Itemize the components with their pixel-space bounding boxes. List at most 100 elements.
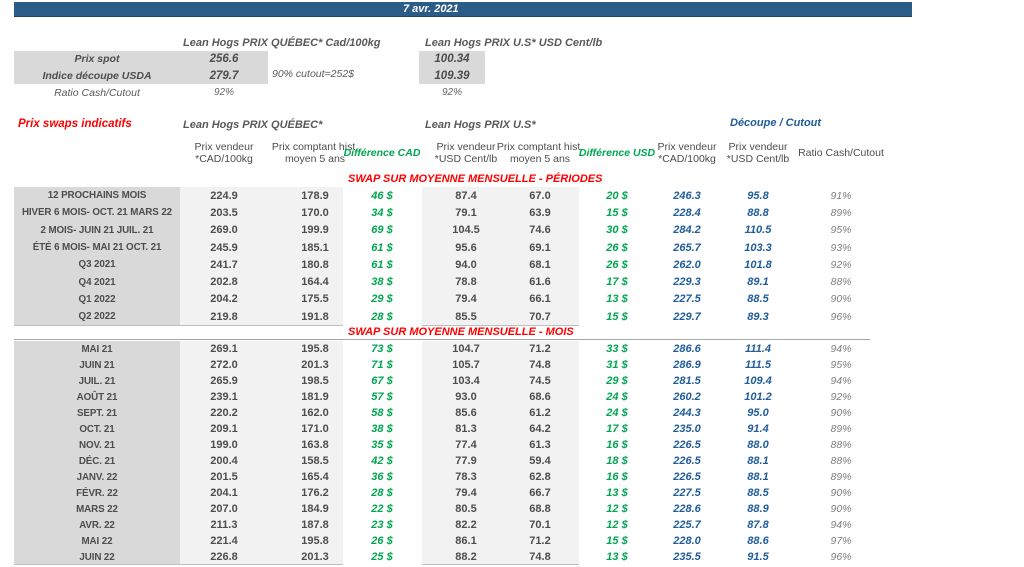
cell-value: 68.6 bbox=[529, 391, 551, 403]
cell-value: 284.2 bbox=[673, 224, 701, 237]
section-title-periodes: SWAP SUR MOYENNE MENSUELLE - PÉRIODES bbox=[348, 173, 603, 185]
cell-value: 226.8 bbox=[210, 551, 238, 563]
row-label: JANV. 22 bbox=[76, 471, 118, 483]
cell-value: 198.5 bbox=[301, 375, 329, 387]
row-label: MAI 21 bbox=[81, 343, 113, 355]
cell-value: 96% bbox=[830, 310, 852, 323]
spot-label-column: Prix spot Indice découpe USDA bbox=[14, 51, 180, 84]
cell-value: 26 $ bbox=[606, 241, 628, 254]
cell-value: 176.2 bbox=[301, 487, 329, 499]
cell-value: 229.3 bbox=[673, 276, 701, 289]
cell-value: 63.9 bbox=[529, 206, 551, 219]
cell-value: 74.8 bbox=[529, 359, 551, 371]
row-label: MAI 22 bbox=[81, 535, 113, 547]
cell-value: 227.5 bbox=[673, 487, 701, 499]
ratio-us-value: 92% bbox=[441, 87, 462, 98]
cutout-note: 90% cutout=252$ bbox=[272, 68, 355, 80]
cell-value: 103.4 bbox=[452, 375, 480, 387]
cell-value: 93% bbox=[830, 241, 852, 254]
cell-value: 104.7 bbox=[452, 343, 480, 355]
cell-value: 12 $ bbox=[606, 503, 628, 515]
cell-value: 92% bbox=[830, 391, 852, 403]
cell-value: 87.4 bbox=[455, 189, 477, 202]
cell-value: 71.2 bbox=[529, 343, 551, 355]
cell-value: 88.1 bbox=[747, 455, 769, 467]
cell-value: 109.4 bbox=[744, 375, 772, 387]
row-label: MARS 22 bbox=[76, 503, 118, 515]
cell-value: 28 $ bbox=[371, 310, 393, 323]
cell-value: 175.5 bbox=[301, 293, 329, 306]
cell-value: 13 $ bbox=[606, 551, 628, 563]
cell-value: 110.5 bbox=[744, 224, 772, 237]
group-header-quebec: Lean Hogs PRIX QUÉBEC* bbox=[183, 119, 323, 131]
cell-value: 15 $ bbox=[606, 535, 628, 547]
date-banner: 7 avr. 2021 bbox=[14, 2, 912, 17]
cell-value: 89.3 bbox=[747, 310, 769, 323]
cell-value: 211.3 bbox=[210, 519, 238, 531]
us-spot-values: 100.34 109.39 bbox=[419, 51, 485, 84]
cell-value: 79.1 bbox=[455, 206, 477, 219]
cell-value: 46 $ bbox=[371, 189, 393, 202]
prix-spot-quebec-value: 256.6 bbox=[209, 53, 239, 66]
cell-value: 191.8 bbox=[301, 310, 329, 323]
cell-value: 88.1 bbox=[747, 471, 769, 483]
row-label: AOÛT 21 bbox=[76, 391, 118, 403]
cell-value: 225.7 bbox=[673, 519, 701, 531]
cell-value: 62.8 bbox=[529, 471, 551, 483]
cell-value: 12 $ bbox=[606, 519, 628, 531]
table-row: AOÛT 21 239.1 181.9 57 $ 93.0 68.6 24 $ 260.2 10… bbox=[14, 389, 884, 405]
table-row: SEPT. 21 220.2 162.0 58 $ 85.6 61.2 24 $ 244.3 9… bbox=[14, 405, 884, 421]
cell-value: 25 $ bbox=[371, 551, 393, 563]
cell-value: 59.4 bbox=[529, 455, 551, 467]
cell-value: 88.2 bbox=[455, 551, 477, 563]
col-header-usd-vendeur: Prix vendeur *USD Cent/lb bbox=[434, 140, 498, 165]
table-row: JUIN 22 226.8 201.3 25 $ 88.2 74.8 13 $ 235.5 91… bbox=[14, 549, 884, 565]
row-label: 12 PROCHAINS MOIS bbox=[47, 190, 147, 202]
cell-value: 61.6 bbox=[529, 276, 551, 289]
cell-value: 246.3 bbox=[673, 189, 701, 202]
row-label: Q2 2022 bbox=[78, 311, 116, 323]
cell-value: 171.0 bbox=[301, 423, 329, 435]
cell-value: 61 $ bbox=[371, 258, 393, 271]
cell-value: 89% bbox=[830, 423, 852, 435]
cell-value: 78.3 bbox=[455, 471, 477, 483]
cell-value: 88.5 bbox=[747, 487, 769, 499]
cell-value: 95% bbox=[830, 359, 852, 371]
cell-value: 226.5 bbox=[673, 455, 701, 467]
cell-value: 88.5 bbox=[747, 293, 769, 306]
report-date: 7 avr. 2021 bbox=[403, 3, 459, 15]
cell-value: 201.3 bbox=[301, 359, 329, 371]
row-label: SEPT. 21 bbox=[76, 407, 118, 419]
table-row: Q1 2022 204.2 175.5 29 $ 79.4 66.1 13 $ 227.5 88… bbox=[14, 291, 884, 308]
table-row: JUIN 21 272.0 201.3 71 $ 105.7 74.8 31 $ 286.9 1… bbox=[14, 357, 884, 373]
cell-value: 87.8 bbox=[747, 519, 769, 531]
cell-value: 71 $ bbox=[371, 359, 393, 371]
indice-decoupe-label: Indice découpe USDA bbox=[42, 69, 152, 82]
cell-value: 68.1 bbox=[529, 258, 551, 271]
table-row: MARS 22 207.0 184.9 22 $ 80.5 68.8 12 $ 228.6 88… bbox=[14, 501, 884, 517]
col-header-usd-hist: Prix comptant hist. moyen 5 ans bbox=[496, 140, 584, 165]
cell-value: 90% bbox=[830, 503, 852, 515]
cell-value: 81.3 bbox=[455, 423, 477, 435]
cell-value: 219.8 bbox=[210, 310, 238, 323]
cell-value: 69.1 bbox=[529, 241, 551, 254]
table-row: MAI 22 221.4 195.8 26 $ 86.1 71.2 15 $ 228.0 88.… bbox=[14, 533, 884, 549]
cell-value: 94% bbox=[830, 375, 852, 387]
cell-value: 245.9 bbox=[210, 241, 238, 254]
cell-value: 185.1 bbox=[301, 241, 329, 254]
cell-value: 17 $ bbox=[606, 276, 628, 289]
cell-value: 38 $ bbox=[371, 423, 393, 435]
cell-value: 228.4 bbox=[673, 206, 701, 219]
cell-value: 61.3 bbox=[529, 439, 551, 451]
indice-decoupe-us-value: 109.39 bbox=[434, 69, 470, 82]
cell-value: 111.5 bbox=[745, 359, 771, 371]
cell-value: 94.0 bbox=[455, 258, 477, 271]
cell-value: 16 $ bbox=[606, 471, 628, 483]
cell-value: 105.7 bbox=[452, 359, 480, 371]
cell-value: 104.5 bbox=[452, 224, 480, 237]
group-header-cutout: Découpe / Cutout bbox=[730, 117, 822, 129]
section-title-mois: SWAP SUR MOYENNE MENSUELLE - MOIS bbox=[348, 326, 574, 338]
cell-value: 69 $ bbox=[371, 224, 393, 237]
table-row: OCT. 21 209.1 171.0 38 $ 81.3 64.2 17 $ 235.0 91… bbox=[14, 421, 884, 437]
cell-value: 79.4 bbox=[455, 487, 477, 499]
